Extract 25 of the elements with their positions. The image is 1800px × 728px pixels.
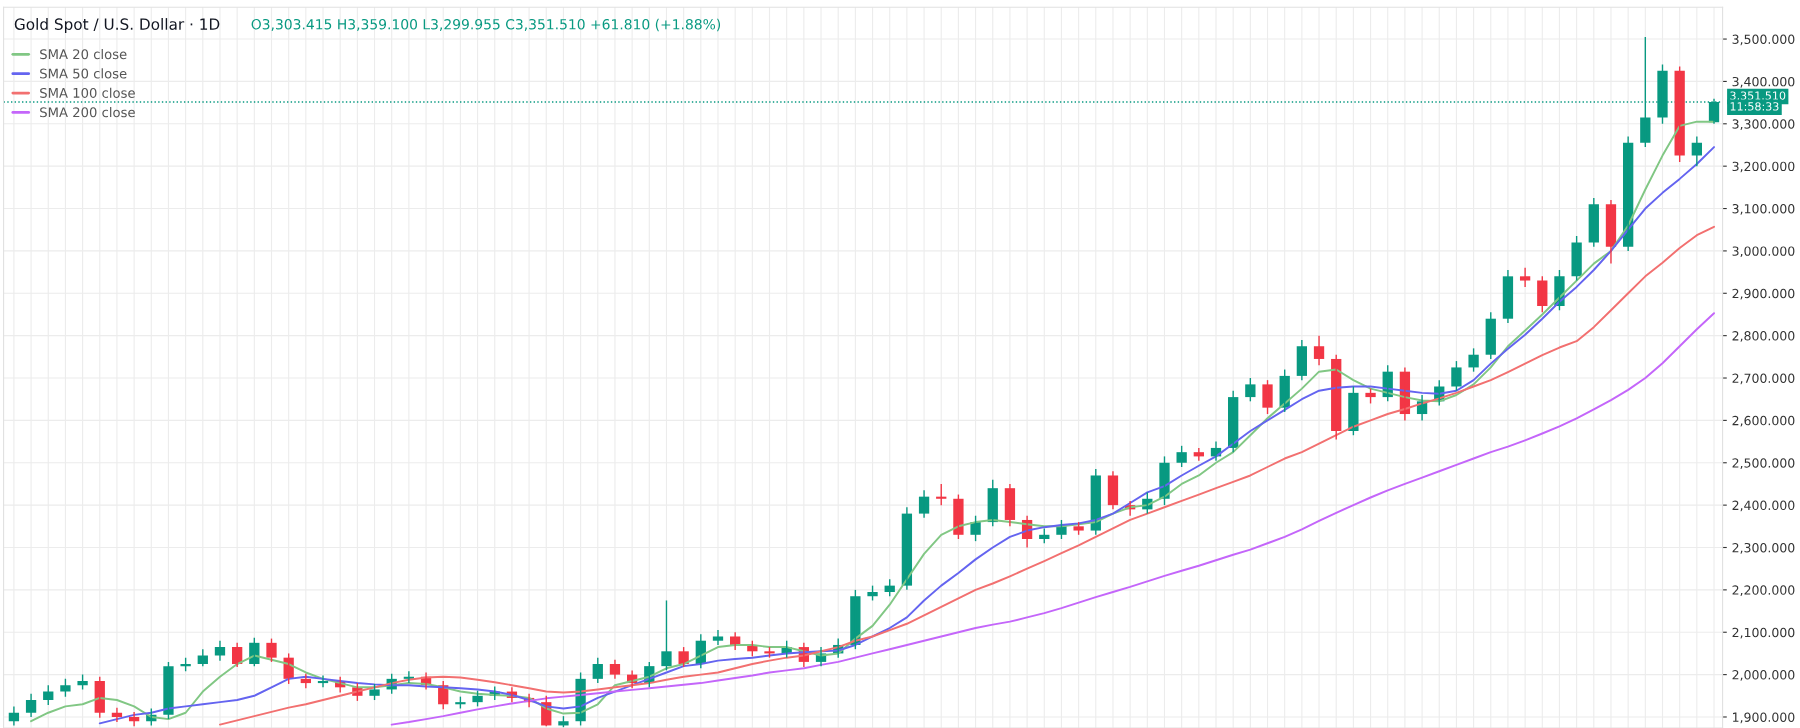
y-tick-label: 2,800.000 — [1732, 331, 1795, 342]
text: Gold Spot / U.S. Dollar · 1D — [14, 18, 220, 33]
y-tick-label: 3,000.000 — [1732, 246, 1795, 258]
y-tick-label: 2,000.000 — [1732, 670, 1795, 681]
y-tick-label: 2,600.000 — [1732, 415, 1795, 427]
y-tick-label: 2,700.000 — [1732, 373, 1795, 385]
y-tick-label: 1,900.000 — [1733, 712, 1795, 724]
y-tick-label: 2,200.000 — [1732, 585, 1795, 597]
y-tick-label: 2,100.000 — [1732, 627, 1795, 639]
annotation: O3,303.415 H3,359.100 L3,299.955 C3,351.510 +61.810 (+1.88%) — [251, 18, 721, 32]
y-tick-label: 3,300.000 — [1732, 119, 1795, 130]
legend-label: SMA 50 close — [40, 68, 127, 79]
legend-label: SMA 200 close — [40, 107, 135, 118]
y-tick-label: 3,100.000 — [1732, 204, 1795, 215]
legend-label: SMA 20 close — [40, 48, 127, 60]
y-tick-label: 3,500.000 — [1732, 34, 1795, 46]
y-tick-label: 2,900.000 — [1732, 288, 1795, 300]
y-tick-label: 3,400.000 — [1732, 76, 1795, 88]
legend-label: SMA 100 close — [40, 87, 135, 98]
y-tick-label: 2,500.000 — [1732, 458, 1795, 469]
y-tick-label: 2,400.000 — [1732, 500, 1795, 512]
y-tick-label: 3,200.000 — [1732, 161, 1795, 173]
ref-line-label: 3,351.510 — [1730, 91, 1786, 101]
y-tick-label: 2,300.000 — [1732, 542, 1795, 554]
text: 11:58:33 — [1730, 102, 1779, 111]
